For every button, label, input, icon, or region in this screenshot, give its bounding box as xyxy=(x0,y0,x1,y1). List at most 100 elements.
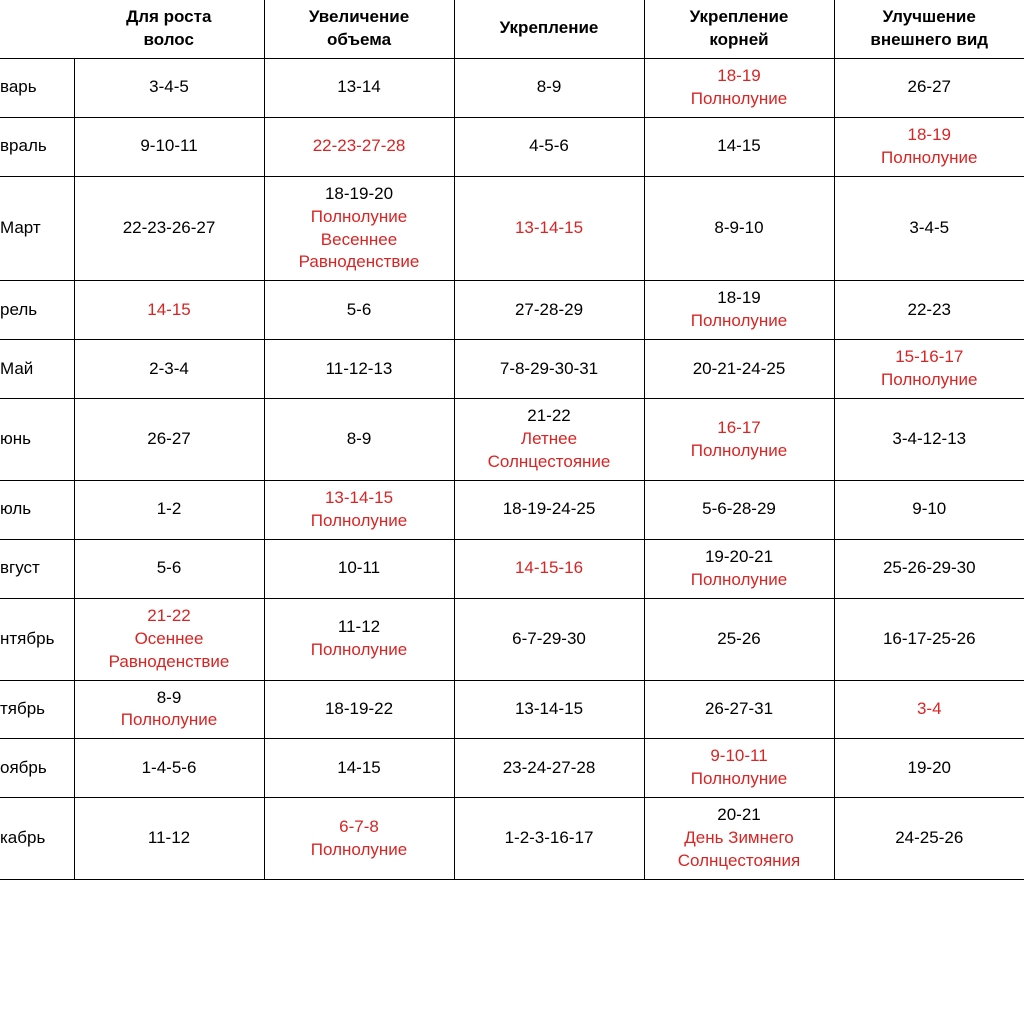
data-cell: 18-19-20ПолнолуниеВесеннееРавноденствие xyxy=(264,176,454,281)
month-cell: враль xyxy=(0,117,74,176)
cell-line: 24-25-26 xyxy=(839,827,1021,850)
cell-line: Равноденствие xyxy=(79,651,260,674)
cell-line: 5-6 xyxy=(269,299,450,322)
table-row: юль1-213-14-15Полнолуние18-19-24-255-6-2… xyxy=(0,480,1024,539)
data-cell: 13-14-15 xyxy=(454,176,644,281)
cell-line: 11-12 xyxy=(79,827,260,850)
data-cell: 18-19-24-25 xyxy=(454,480,644,539)
data-cell: 25-26 xyxy=(644,598,834,680)
data-cell: 16-17Полнолуние xyxy=(644,399,834,481)
cell-line: Полнолуние xyxy=(269,206,450,229)
cell-line: 4-5-6 xyxy=(459,135,640,158)
month-cell: вгуст xyxy=(0,539,74,598)
cell-line: 14-15 xyxy=(269,757,450,780)
month-cell: Май xyxy=(0,340,74,399)
cell-line: Полнолуние xyxy=(269,639,450,662)
data-cell: 16-17-25-26 xyxy=(834,598,1024,680)
data-cell: 15-16-17Полнолуние xyxy=(834,340,1024,399)
data-cell: 13-14-15 xyxy=(454,680,644,739)
cell-line: 22-23-27-28 xyxy=(269,135,450,158)
data-cell: 11-12Полнолуние xyxy=(264,598,454,680)
cell-line: 16-17 xyxy=(649,417,830,440)
cell-line: 1-2 xyxy=(79,498,260,521)
cell-line: 8-9 xyxy=(79,687,260,710)
data-cell: 14-15-16 xyxy=(454,539,644,598)
data-cell: 8-9 xyxy=(264,399,454,481)
data-cell: 5-6 xyxy=(264,281,454,340)
table-header: Для роставолосУвеличениеобъемаУкрепление… xyxy=(0,0,1024,58)
cell-line: 25-26-29-30 xyxy=(839,557,1021,580)
month-cell: нтябрь xyxy=(0,598,74,680)
data-cell: 3-4 xyxy=(834,680,1024,739)
month-cell: оябрь xyxy=(0,739,74,798)
data-cell: 11-12 xyxy=(74,798,264,880)
cell-line: 18-19-24-25 xyxy=(459,498,640,521)
data-cell: 14-15 xyxy=(74,281,264,340)
cell-line: 5-6-28-29 xyxy=(649,498,830,521)
cell-line: 2-3-4 xyxy=(79,358,260,381)
data-cell: 21-22ЛетнееСолнцестояние xyxy=(454,399,644,481)
data-cell: 9-10-11Полнолуние xyxy=(644,739,834,798)
cell-line: 25-26 xyxy=(649,628,830,651)
cell-line: 1-2-3-16-17 xyxy=(459,827,640,850)
cell-line: 6-7-8 xyxy=(269,816,450,839)
cell-line: 26-27 xyxy=(839,76,1021,99)
data-cell: 14-15 xyxy=(264,739,454,798)
data-cell: 1-2 xyxy=(74,480,264,539)
cell-line: 3-4-5 xyxy=(79,76,260,99)
data-cell: 27-28-29 xyxy=(454,281,644,340)
lunar-calendar-table: Для роставолосУвеличениеобъемаУкрепление… xyxy=(0,0,1024,880)
data-cell: 3-4-12-13 xyxy=(834,399,1024,481)
table-row: нтябрь21-22ОсеннееРавноденствие11-12Полн… xyxy=(0,598,1024,680)
cell-line: 6-7-29-30 xyxy=(459,628,640,651)
cell-line: Полнолуние xyxy=(79,709,260,732)
cell-line: 7-8-29-30-31 xyxy=(459,358,640,381)
cell-line: 3-4 xyxy=(839,698,1021,721)
cell-line: Солнцестояния xyxy=(649,850,830,873)
cell-line: 18-19 xyxy=(649,65,830,88)
data-cell: 3-4-5 xyxy=(74,58,264,117)
data-cell: 11-12-13 xyxy=(264,340,454,399)
data-cell: 18-19Полнолуние xyxy=(644,58,834,117)
data-cell: 18-19Полнолуние xyxy=(644,281,834,340)
cell-line: 1-4-5-6 xyxy=(79,757,260,780)
data-cell: 6-7-8Полнолуние xyxy=(264,798,454,880)
data-cell: 10-11 xyxy=(264,539,454,598)
cell-line: 26-27 xyxy=(79,428,260,451)
cell-line: Весеннее xyxy=(269,229,450,252)
table-row: враль9-10-1122-23-27-284-5-614-1518-19По… xyxy=(0,117,1024,176)
column-header: Укрепление xyxy=(454,0,644,58)
table-row: вгуст5-610-1114-15-1619-20-21Полнолуние2… xyxy=(0,539,1024,598)
cell-line: 11-12-13 xyxy=(269,358,450,381)
cell-line: День Зимнего xyxy=(649,827,830,850)
data-cell: 1-4-5-6 xyxy=(74,739,264,798)
month-cell: кабрь xyxy=(0,798,74,880)
data-cell: 5-6 xyxy=(74,539,264,598)
data-cell: 20-21День ЗимнегоСолнцестояния xyxy=(644,798,834,880)
cell-line: Полнолуние xyxy=(839,369,1021,392)
data-cell: 18-19Полнолуние xyxy=(834,117,1024,176)
cell-line: Полнолуние xyxy=(649,768,830,791)
column-header: Укреплениекорней xyxy=(644,0,834,58)
data-cell: 26-27 xyxy=(74,399,264,481)
table-body: варь3-4-513-148-918-19Полнолуние26-27вра… xyxy=(0,58,1024,879)
table-row: рель14-155-627-28-2918-19Полнолуние22-23 xyxy=(0,281,1024,340)
cell-line: 13-14-15 xyxy=(269,487,450,510)
column-header: Для роставолос xyxy=(74,0,264,58)
cell-line: 18-19 xyxy=(649,287,830,310)
cell-line: 13-14 xyxy=(269,76,450,99)
column-header: Улучшениевнешнего вид xyxy=(834,0,1024,58)
data-cell: 19-20 xyxy=(834,739,1024,798)
cell-line: 13-14-15 xyxy=(459,217,640,240)
data-cell: 19-20-21Полнолуние xyxy=(644,539,834,598)
header-empty xyxy=(0,0,74,58)
cell-line: 18-19-22 xyxy=(269,698,450,721)
cell-line: 9-10-11 xyxy=(649,745,830,768)
data-cell: 24-25-26 xyxy=(834,798,1024,880)
cell-line: 19-20 xyxy=(839,757,1021,780)
cell-line: 19-20-21 xyxy=(649,546,830,569)
cell-line: 3-4-5 xyxy=(839,217,1021,240)
cell-line: 27-28-29 xyxy=(459,299,640,322)
data-cell: 6-7-29-30 xyxy=(454,598,644,680)
data-cell: 25-26-29-30 xyxy=(834,539,1024,598)
